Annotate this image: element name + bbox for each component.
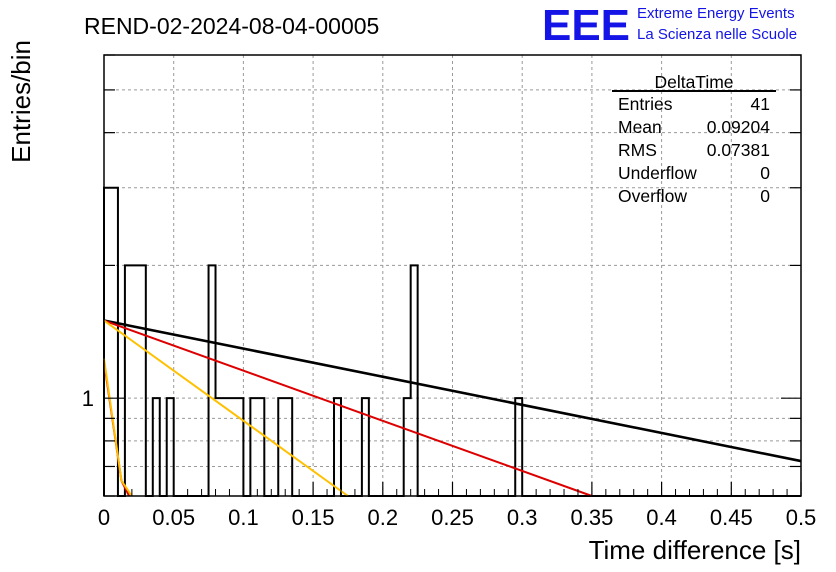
eee-logo-line2: La Scienza nelle Scuole <box>637 26 797 43</box>
fit-curve <box>103 319 593 497</box>
stats-box-title: DeltaTime <box>654 72 733 92</box>
stats-box: DeltaTime Entries 41 Mean 0.09204 RMS 0.07381… <box>612 72 776 206</box>
fit-curves <box>103 319 802 497</box>
x-tick-label: 0.3 <box>507 505 538 530</box>
stats-row-label: Overflow <box>618 186 687 206</box>
fit-curve <box>103 358 133 497</box>
x-tick-label: 0.2 <box>368 505 399 530</box>
stats-row-value: 0.09204 <box>707 117 771 137</box>
x-axis-title: Time difference [s] <box>589 535 801 565</box>
stats-row-label: Mean <box>618 117 662 137</box>
chart-title: REND-02-2024-08-04-00005 <box>84 13 379 39</box>
x-tick-label: 0.5 <box>786 505 817 530</box>
fit-curve <box>103 319 802 463</box>
stats-row-label: RMS <box>618 140 657 160</box>
stats-row-value: 0.07381 <box>707 140 770 160</box>
stats-row-value: 0 <box>760 186 770 206</box>
x-tick-label: 0.1 <box>228 505 259 530</box>
stats-row-label: Entries <box>618 94 673 114</box>
grid <box>104 55 801 496</box>
fit-curve <box>103 319 349 497</box>
x-tick-label: 0.45 <box>710 505 753 530</box>
stats-row-value: 0 <box>760 163 770 183</box>
stats-row-value: 41 <box>751 94 770 114</box>
y-tick-label: 1 <box>82 386 94 411</box>
eee-logo-mark: EEE <box>542 1 630 50</box>
eee-logo-line1: Extreme Energy Events <box>637 5 795 22</box>
x-tick-label: 0.4 <box>646 505 677 530</box>
tick-labels: 0 0.05 0.1 0.15 0.2 0.25 0.3 0.35 0.4 0.45 0.5 1 <box>82 386 817 530</box>
x-tick-label: 0.05 <box>152 505 195 530</box>
x-tick-label: 0.25 <box>431 505 474 530</box>
x-tick-label: 0.15 <box>292 505 335 530</box>
x-tick-label: 0 <box>98 505 110 530</box>
eee-logo: EEE Extreme Energy Events La Scienza nel… <box>542 1 797 50</box>
stats-row-label: Underflow <box>618 163 697 183</box>
y-axis-title: Entries/bin <box>6 40 36 163</box>
x-tick-label: 0.35 <box>570 505 613 530</box>
axis-ticks <box>103 54 802 497</box>
